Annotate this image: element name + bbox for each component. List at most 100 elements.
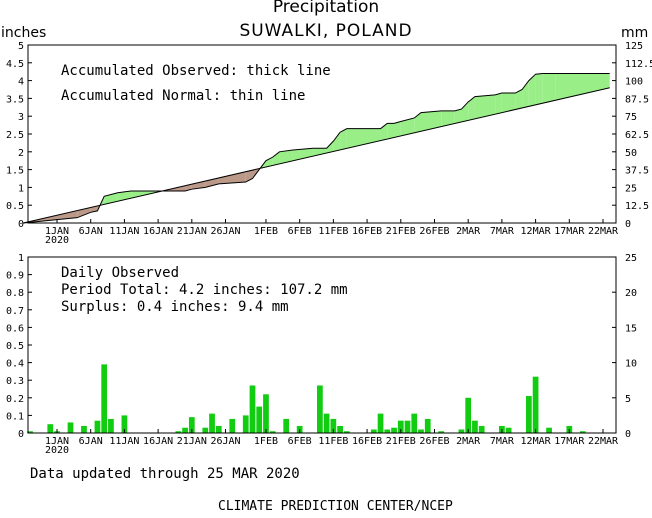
daily-bar: [397, 420, 404, 433]
surplus-area: [340, 128, 347, 150]
daily-bar: [229, 418, 236, 433]
daily-bar: [263, 394, 269, 433]
surplus-area: [272, 151, 280, 166]
period-total-text: Period Total: 4.2 inches: 107.2 mm: [61, 282, 348, 298]
surplus-area: [394, 121, 401, 138]
surplus-area: [279, 150, 293, 164]
daily-bar: [505, 427, 512, 433]
surplus-area: [400, 117, 415, 136]
daily-bar: [391, 427, 397, 433]
x-tick-label: 1JAN: [45, 226, 69, 237]
x-tick-label: 11JAN: [109, 436, 139, 447]
daily-bar: [478, 425, 485, 433]
surplus-area: [333, 132, 341, 152]
x-tick-label: 26JAN: [210, 436, 240, 447]
surplus-area: [542, 73, 556, 104]
y-tick-label: 0.7: [6, 306, 24, 317]
x-tick-year: 2020: [45, 235, 69, 246]
y-tick-label: 0.5: [6, 341, 24, 352]
x-tick-label: 16JAN: [143, 226, 173, 237]
surplus-area: [495, 93, 502, 115]
y-tick-label: 4: [18, 77, 24, 88]
daily-bar: [337, 425, 343, 433]
x-tick-label: 6FEB: [288, 436, 312, 447]
y-tick-label: 0.9: [6, 271, 24, 282]
y-tick-label: 2.5: [6, 130, 24, 141]
data-updated-note: Data updated through 25 MAR 2020: [30, 466, 300, 482]
surplus-area: [414, 112, 421, 133]
y2-tick-label: 12.5: [625, 201, 649, 212]
daily-bar: [202, 427, 209, 433]
y2-tick-label: 0: [625, 219, 631, 230]
daily-bar: [108, 418, 114, 433]
daily-bar: [101, 364, 108, 433]
y-tick-label: 3: [18, 112, 24, 123]
surplus-area: [501, 93, 516, 113]
x-tick-label: 11JAN: [109, 226, 139, 237]
daily-bar: [188, 417, 195, 433]
observed-annotation: Accumulated Observed: thick line: [61, 63, 331, 79]
x-tick-label: 6JAN: [79, 226, 103, 237]
y-tick-label: 3.5: [6, 94, 24, 105]
y2-tick-label: 25: [625, 183, 637, 194]
daily-bar: [546, 427, 552, 433]
accumulated-panel: 00.511.522.533.544.55012.52537.55062.575…: [6, 41, 652, 246]
surplus-area: [265, 157, 273, 168]
daily-bar: [579, 431, 586, 433]
daily-bar: [47, 424, 54, 433]
daily-bar: [458, 429, 465, 433]
daily-bar: [209, 413, 215, 433]
y-tick-label: 1: [18, 183, 24, 194]
daily-bar: [330, 418, 337, 433]
daily-bar: [256, 406, 263, 433]
x-tick-label: 17MAR: [554, 226, 585, 237]
y-tick-label: 0: [18, 219, 24, 230]
daily-bar: [384, 429, 391, 433]
daily-bar: [94, 420, 101, 433]
y2-tick-label: 15: [625, 323, 637, 334]
y-tick-label: 0.3: [6, 376, 24, 387]
y-tick-label: 0.5: [6, 201, 24, 212]
x-tick-label: 11FEB: [318, 226, 348, 237]
x-tick-label: 6JAN: [79, 436, 103, 447]
x-tick-label: 1JAN: [45, 436, 69, 447]
daily-bar: [215, 425, 222, 433]
y-tick-label: 0.1: [6, 411, 24, 422]
x-tick-label: 1FEB: [254, 226, 278, 237]
surplus-text: Surplus: 0.4 inches: 9.4 mm: [61, 299, 289, 315]
accumulated-normal-line: [23, 87, 610, 224]
accumulated-observed-line: [23, 72, 610, 224]
y2-tick-label: 87.5: [625, 94, 649, 105]
daily-bar: [249, 385, 256, 433]
x-tick-label: 21FEB: [386, 436, 416, 447]
y2-tick-label: 112.5: [625, 59, 652, 70]
daily-observed-title: Daily Observed: [61, 265, 179, 281]
y2-tick-label: 125: [625, 41, 643, 52]
x-tick-label: 2MAR: [456, 226, 481, 237]
daily-bar: [370, 429, 377, 433]
deficit-area: [191, 181, 206, 190]
surplus-area: [326, 141, 334, 154]
x-tick-label: 21JAN: [177, 226, 207, 237]
y2-tick-label: 50: [625, 148, 637, 159]
daily-bar: [283, 418, 290, 433]
daily-bar: [472, 420, 478, 433]
surplus-area: [441, 110, 455, 127]
station-name: SUWALKI, POLAND: [239, 21, 413, 41]
y-tick-label: 1.5: [6, 166, 24, 177]
y-tick-label: 1: [18, 253, 24, 264]
surplus-area: [387, 123, 395, 140]
credit-line: CLIMATE PREDICTION CENTER/NCEP: [218, 499, 453, 514]
x-tick-label: 1FEB: [254, 436, 278, 447]
y-tick-label: 0.8: [6, 288, 24, 299]
surplus-area: [461, 101, 469, 122]
daily-bar: [81, 425, 87, 433]
y-tick-label: 5: [18, 41, 24, 52]
y2-tick-label: 62.5: [625, 130, 649, 141]
surplus-area: [528, 74, 536, 107]
daily-panel: 00.10.20.30.40.50.60.70.80.9105101520251…: [6, 253, 637, 456]
daily-bar: [411, 413, 418, 433]
x-tick-label: 16FEB: [352, 226, 382, 237]
daily-bar: [377, 413, 384, 433]
